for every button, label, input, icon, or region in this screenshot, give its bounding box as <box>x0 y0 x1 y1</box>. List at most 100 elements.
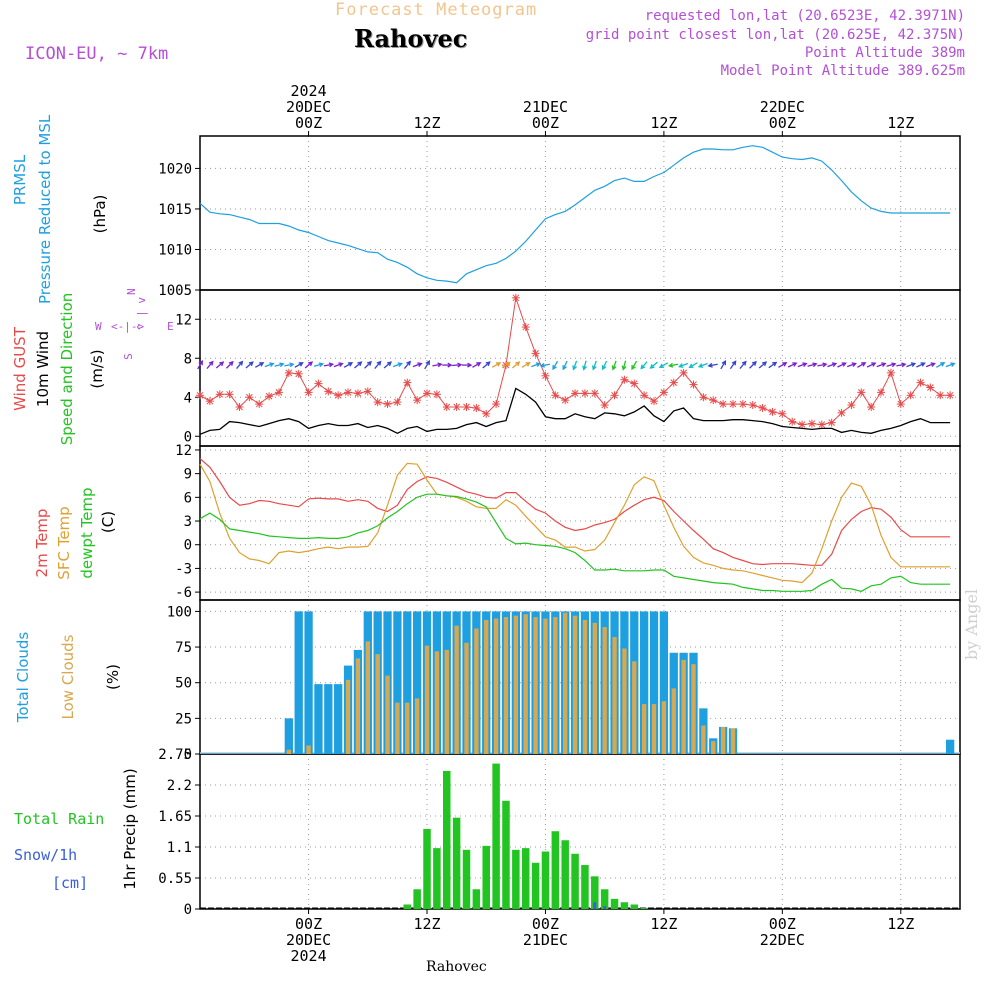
gust-marker <box>374 398 382 406</box>
wind-arrow-head <box>539 362 546 368</box>
time-label-bottom: 22DEC <box>760 931 805 949</box>
y-tick-label: 75 <box>175 640 192 656</box>
gust-marker <box>700 393 707 401</box>
wind-arrow <box>698 362 708 368</box>
wind-arrow <box>383 361 392 369</box>
low-cloud-bar <box>493 618 499 754</box>
wind-arrow-head <box>485 361 491 367</box>
wind-arrow-head <box>535 362 542 367</box>
time-label-top: 00Z <box>295 114 322 132</box>
wind-arrow-head <box>621 365 627 371</box>
low-cloud-bar <box>345 679 351 754</box>
wind-arrow <box>206 361 214 369</box>
wind-arrow-head <box>741 360 747 366</box>
wind-arrow <box>925 362 935 368</box>
gust-marker <box>443 403 451 411</box>
gust-marker <box>522 323 530 331</box>
low-cloud-bar <box>464 642 469 754</box>
y-tick-label: 0 <box>184 747 192 763</box>
snow-bar <box>593 902 597 909</box>
wind-arrow-head <box>437 362 443 368</box>
rain-bar <box>482 845 490 909</box>
panel-frame <box>199 599 961 755</box>
gust-marker <box>601 401 609 409</box>
wind-arrow-head <box>279 362 285 368</box>
y-tick-label: 8 <box>184 351 192 367</box>
wind-arrow <box>778 362 787 368</box>
wind-arrow <box>343 362 353 368</box>
wind-arrow-head <box>831 362 838 367</box>
wind-arrow <box>602 360 608 370</box>
wind-arrow-head <box>397 362 403 367</box>
wind-arrow <box>689 362 698 368</box>
gust-marker <box>542 372 549 380</box>
chart-title: Forecast Meteogram <box>335 0 538 20</box>
wind-arrow <box>323 363 333 367</box>
wind-arrow-head <box>572 365 577 371</box>
rain-bar <box>502 800 510 909</box>
low-cloud-bar <box>474 628 479 754</box>
wind-arrow-head <box>347 362 354 367</box>
wind-arrow-head <box>920 362 926 367</box>
wind-arrow-head <box>238 360 244 366</box>
y-tick-label: 1015 <box>158 202 192 218</box>
gust-marker <box>384 400 391 408</box>
low-cloud-bar <box>730 728 736 754</box>
low-cloud-bar <box>523 614 528 754</box>
compass-e: E <box>167 320 174 333</box>
y-tick-label: 0 <box>184 902 192 918</box>
wind-arrow <box>225 361 234 369</box>
wind-arrow-head <box>792 362 798 367</box>
wind-arrow-head <box>505 361 511 367</box>
wind-arrow <box>857 362 866 368</box>
panel-frame <box>199 445 961 601</box>
wind-arrow-head <box>631 364 636 371</box>
gust-marker <box>621 376 628 384</box>
wind-arrow <box>472 362 481 368</box>
wind-arrow-head <box>731 360 737 366</box>
gust-marker <box>680 369 687 377</box>
wind-arrow <box>768 361 777 369</box>
wind-arrow-head <box>592 365 597 371</box>
gust-marker <box>532 350 539 357</box>
wind-arrow <box>254 362 264 368</box>
gust-marker <box>275 389 283 396</box>
gust-marker <box>749 401 757 409</box>
wind-arrow-head <box>476 362 482 367</box>
wind-arrow-head <box>219 361 225 367</box>
gust-marker <box>581 389 589 397</box>
time-label-bottom: 20DEC <box>286 931 331 949</box>
gust-marker <box>867 403 875 411</box>
y-tick-label: 0 <box>184 429 192 445</box>
gust-marker <box>255 400 263 408</box>
gust-marker <box>334 391 342 399</box>
wind-arrow-head <box>228 360 234 366</box>
wind-arrow <box>274 363 284 367</box>
low-cloud-bar <box>612 637 617 754</box>
gust-marker <box>433 390 441 398</box>
wind-arrow <box>284 363 294 367</box>
panel-frame <box>199 135 961 291</box>
y-tick-label: 2.75 <box>158 747 192 763</box>
total-cloud-bar <box>393 611 402 754</box>
low-cloud-bar <box>553 617 558 754</box>
low-cloud-bar <box>632 661 637 754</box>
wind-arrow-head <box>406 360 412 366</box>
wind-arrow <box>354 361 362 369</box>
low-cloud-bar <box>306 745 311 754</box>
gust-marker <box>936 391 944 399</box>
low-cloud-bar <box>513 615 519 754</box>
rain-bar <box>512 849 520 909</box>
wind-arrow-head <box>298 362 304 367</box>
dewpoint-line <box>199 493 951 592</box>
requested-coords: requested lon,lat (20.6523E, 42.3971N) <box>644 8 965 24</box>
wind-arrow <box>866 362 876 368</box>
rain-bar <box>452 817 461 909</box>
wind-arrow <box>592 360 597 370</box>
gust-marker <box>216 390 224 398</box>
low-cloud-bar <box>602 627 607 754</box>
wind-arrow <box>827 362 837 368</box>
low-cloud-bar <box>375 654 380 754</box>
gust-marker <box>857 389 865 396</box>
wind-arrow-head <box>198 360 203 366</box>
